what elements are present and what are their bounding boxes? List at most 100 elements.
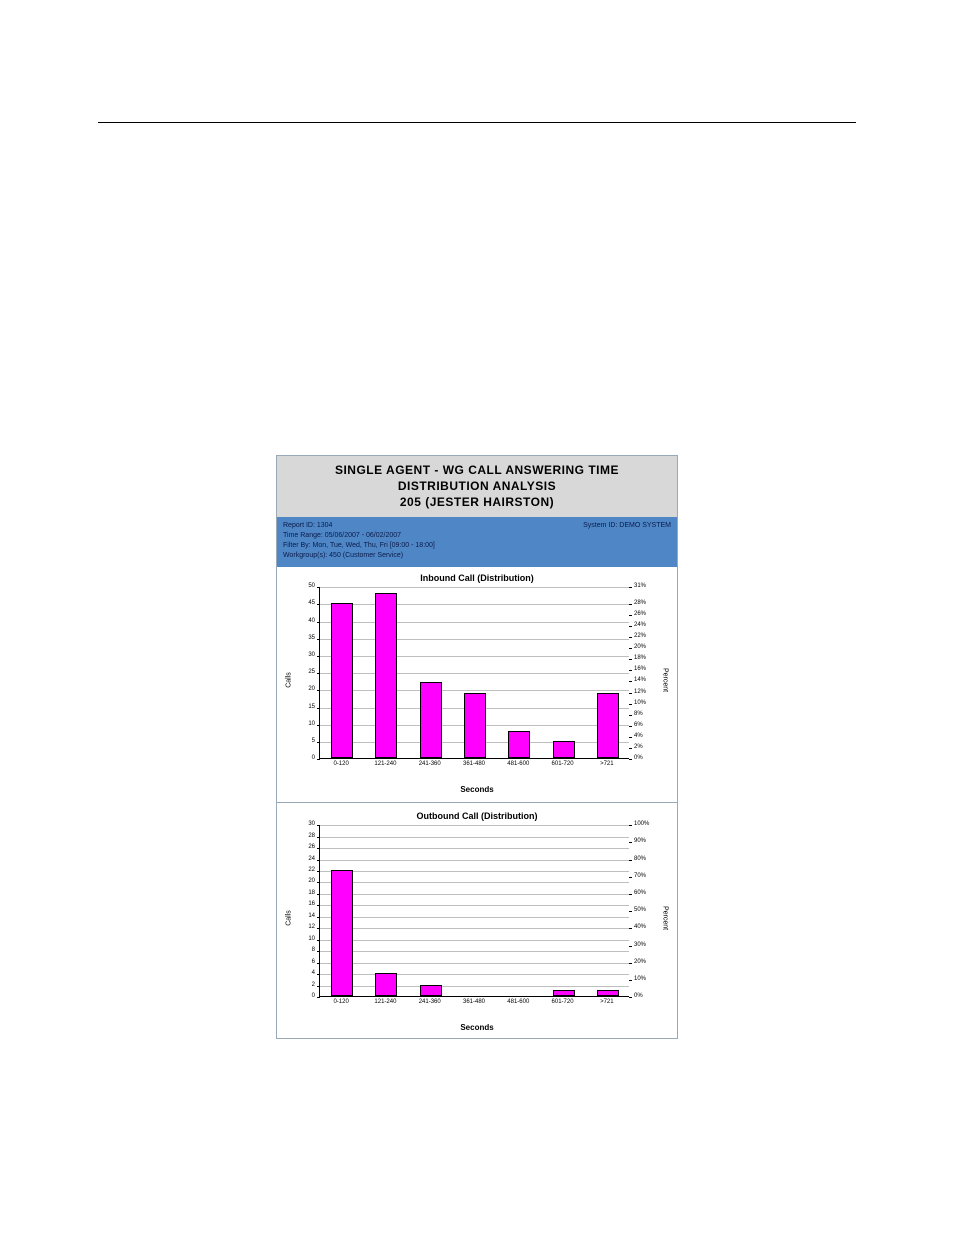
meta-time-range: Time Range: 05/06/2007 - 06/02/2007 [283, 531, 671, 541]
inbound-bar [331, 603, 353, 758]
outbound-chart-title: Outbound Call (Distribution) [281, 809, 673, 823]
outbound-chart-block: Outbound Call (Distribution) Calls Perce… [277, 805, 677, 1038]
outbound-ytick-mark [317, 951, 320, 952]
outbound-ytick-mark [317, 974, 320, 975]
inbound-y2tick-mark [629, 587, 632, 588]
outbound-gridline [320, 882, 629, 883]
outbound-y2tick-mark [629, 928, 632, 929]
outbound-ytick-mark [317, 928, 320, 929]
inbound-y2tick-mark [629, 615, 632, 616]
inbound-y2tick-label: 10% [634, 700, 646, 706]
inbound-xtick-label: 241-360 [419, 761, 441, 767]
inbound-y2tick-label: 14% [634, 677, 646, 683]
inbound-ytick-mark [317, 690, 320, 691]
outbound-ytick-mark [317, 848, 320, 849]
outbound-ytick-label: 12 [293, 924, 315, 930]
inbound-y2tick-label: 8% [634, 711, 643, 717]
outbound-y2tick-label: 60% [634, 890, 646, 896]
outbound-ytick-label: 10 [293, 936, 315, 942]
outbound-y2tick-label: 100% [634, 821, 649, 827]
inbound-bar [508, 731, 530, 759]
inbound-ytick-label: 5 [293, 738, 315, 744]
outbound-y2tick-label: 70% [634, 873, 646, 879]
outbound-y2tick-mark [629, 946, 632, 947]
inbound-gridline [320, 656, 629, 657]
outbound-x-axis-title: Seconds [281, 1013, 673, 1034]
inbound-xtick-label: 0-120 [333, 761, 348, 767]
outbound-xtick-label: 481-600 [507, 999, 529, 1005]
inbound-ytick-label: 50 [293, 583, 315, 589]
meta-system-id: System ID: DEMO SYSTEM [583, 521, 671, 531]
inbound-gridline [320, 639, 629, 640]
inbound-ytick-mark [317, 725, 320, 726]
horizontal-rule [98, 122, 856, 123]
inbound-y2tick-label: 6% [634, 722, 643, 728]
inbound-bar [420, 682, 442, 758]
inbound-chart-frame: Calls Percent 051015202530354045500%2%4%… [283, 585, 671, 775]
outbound-gridline [320, 848, 629, 849]
meta-workgroups: Workgroup(s): 450 (Customer Service) [283, 551, 671, 561]
outbound-ytick-mark [317, 997, 320, 998]
outbound-y2tick-label: 90% [634, 838, 646, 844]
outbound-ytick-label: 16 [293, 901, 315, 907]
outbound-xtick-label: 121-240 [374, 999, 396, 1005]
outbound-ytick-mark [317, 940, 320, 941]
inbound-y2tick-label: 12% [634, 689, 646, 695]
inbound-y2tick-mark [629, 626, 632, 627]
meta-filter-by: Filter By: Mon, Tue, Wed, Thu, Fri [09:0… [283, 541, 671, 551]
outbound-bar [553, 990, 575, 996]
outbound-ytick-mark [317, 986, 320, 987]
outbound-ytick-label: 22 [293, 867, 315, 873]
outbound-bar [597, 990, 619, 996]
outbound-y2tick-mark [629, 997, 632, 998]
outbound-gridline [320, 974, 629, 975]
inbound-y2tick-mark [629, 715, 632, 716]
inbound-y2tick-mark [629, 759, 632, 760]
inbound-ytick-label: 0 [293, 755, 315, 761]
outbound-gridline [320, 825, 629, 826]
outbound-y2tick-label: 0% [634, 993, 643, 999]
inbound-y2tick-mark [629, 604, 632, 605]
outbound-ytick-mark [317, 917, 320, 918]
outbound-ytick-mark [317, 825, 320, 826]
title-line-3: 205 (JESTER HAIRSTON) [285, 494, 669, 510]
outbound-y2tick-label: 30% [634, 942, 646, 948]
outbound-bar [375, 973, 397, 996]
title-line-2: DISTRIBUTION ANALYSIS [285, 478, 669, 494]
inbound-y2tick-label: 24% [634, 622, 646, 628]
inbound-ytick-mark [317, 673, 320, 674]
inbound-gridline [320, 604, 629, 605]
report-panel: SINGLE AGENT - WG CALL ANSWERING TIME DI… [276, 455, 678, 1039]
title-line-1: SINGLE AGENT - WG CALL ANSWERING TIME [285, 462, 669, 478]
outbound-y2tick-mark [629, 842, 632, 843]
inbound-ytick-mark [317, 622, 320, 623]
inbound-y2tick-label: 18% [634, 655, 646, 661]
outbound-y2tick-mark [629, 877, 632, 878]
outbound-y2tick-mark [629, 860, 632, 861]
inbound-xtick-label: 601-720 [552, 761, 574, 767]
inbound-bar [464, 693, 486, 758]
outbound-y2tick-mark [629, 963, 632, 964]
outbound-ytick-label: 2 [293, 982, 315, 988]
outbound-gridline [320, 963, 629, 964]
inbound-ytick-mark [317, 587, 320, 588]
inbound-y2tick-mark [629, 637, 632, 638]
outbound-plot-area [319, 825, 629, 997]
outbound-gridline [320, 940, 629, 941]
inbound-ytick-label: 15 [293, 704, 315, 710]
inbound-chart-block: Inbound Call (Distribution) Calls Percen… [277, 567, 677, 800]
inbound-y2tick-label: 31% [634, 583, 646, 589]
inbound-gridline [320, 673, 629, 674]
outbound-y2tick-mark [629, 911, 632, 912]
inbound-gridline [320, 622, 629, 623]
outbound-gridline [320, 871, 629, 872]
outbound-gridline [320, 928, 629, 929]
outbound-xtick-label: 0-120 [333, 999, 348, 1005]
outbound-ytick-mark [317, 882, 320, 883]
inbound-ytick-mark [317, 742, 320, 743]
outbound-bar [331, 870, 353, 996]
outbound-xtick-label: 241-360 [419, 999, 441, 1005]
inbound-y-axis-title: Calls [285, 672, 292, 688]
inbound-y2tick-label: 20% [634, 644, 646, 650]
outbound-gridline [320, 860, 629, 861]
